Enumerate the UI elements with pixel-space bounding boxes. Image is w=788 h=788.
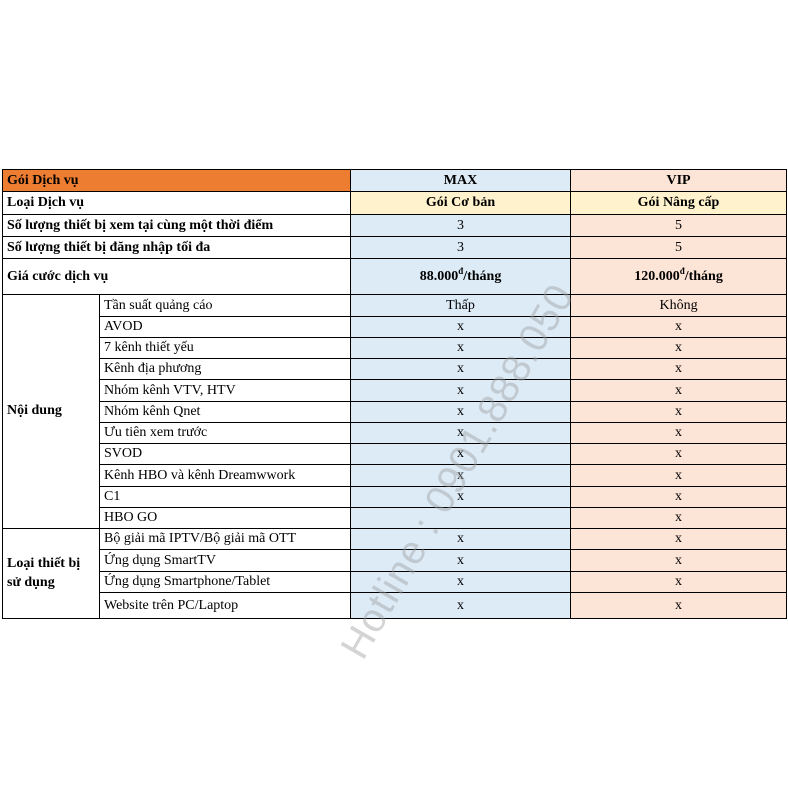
vip-cell: x (570, 401, 788, 423)
max-cell: x (350, 443, 572, 465)
row-label: AVOD (98, 316, 352, 338)
max-cell: x (350, 486, 572, 508)
vip-cell: x (570, 379, 788, 402)
login-row: Số lượng thiết bị đăng nhập tối đa 3 5 (1, 236, 788, 259)
table-row: AVOD x x (3, 316, 788, 338)
table-row: Nhóm kênh VTV, HTV x x (3, 379, 788, 402)
row-label: SVOD (98, 443, 352, 465)
max-cell: Thấp (350, 294, 572, 317)
table-row: Ứng dụng SmartTV x x (3, 549, 788, 572)
table-row: SVOD x x (3, 443, 788, 465)
type-label: Loại Dịch vụ (1, 191, 352, 215)
row-label: Website trên PC/Laptop (98, 592, 352, 619)
max-cell: x (350, 571, 572, 593)
row-label: Kênh HBO và kênh Dreamwwork (98, 464, 352, 487)
login-vip: 5 (570, 236, 788, 259)
row-label: Bộ giải mã IPTV/Bộ giải mã OTT (98, 528, 352, 550)
max-cell: x (350, 592, 572, 619)
table-row: 7 kênh thiết yếu x x (3, 337, 788, 359)
vip-cell: x (570, 592, 788, 619)
concurrent-label: Số lượng thiết bị xem tại cùng một thời … (1, 214, 352, 237)
table-row: Nhóm kênh Qnet x x (3, 401, 788, 423)
max-cell: x (350, 528, 572, 550)
type-vip: Gói Nâng cấp (570, 191, 788, 215)
table-row: Website trên PC/Laptop x x (3, 592, 788, 619)
row-label: Kênh địa phương (98, 358, 352, 380)
vip-cell: x (570, 443, 788, 465)
table-row: Nội dung Tần suất quảng cáo Thấp Không (2, 294, 788, 529)
table-row: Ưu tiên xem trước x x (3, 422, 788, 444)
max-cell: x (350, 358, 572, 380)
vip-cell: x (570, 422, 788, 444)
table-row: HBO GO x (3, 507, 788, 529)
login-label: Số lượng thiết bị đăng nhập tối đa (1, 236, 352, 259)
currency-symbol: đ (679, 265, 685, 276)
content-group-label: Nội dung (2, 294, 100, 529)
max-cell: x (350, 337, 572, 359)
concurrent-max: 3 (350, 214, 572, 237)
price-unit: /tháng (463, 268, 502, 284)
price-vip: 120.000đ/tháng (570, 258, 788, 295)
login-max: 3 (350, 236, 572, 259)
price-max: 88.000đ/tháng (350, 258, 572, 295)
vip-cell: x (570, 464, 788, 487)
header-max: MAX (350, 169, 572, 192)
device-label-line2: sử dụng (7, 574, 55, 590)
vip-cell: Không (570, 294, 788, 317)
max-cell (350, 507, 572, 529)
vip-cell: x (570, 507, 788, 529)
row-label: HBO GO (98, 507, 352, 529)
row-label: Tần suất quảng cáo (98, 294, 352, 317)
max-cell: x (350, 549, 572, 572)
table-row: Ứng dụng Smartphone/Tablet x x (3, 571, 788, 593)
device-label-line1: Loại thiết bị (7, 556, 81, 572)
table-row: Kênh HBO và kênh Dreamwwork x x (3, 464, 788, 487)
header-label: Gói Dịch vụ (1, 169, 352, 192)
max-cell: x (350, 379, 572, 402)
table-row: C1 x x (3, 486, 788, 508)
concurrent-vip: 5 (570, 214, 788, 237)
vip-cell: x (570, 337, 788, 359)
row-label: Ưu tiên xem trước (98, 422, 352, 444)
row-label: Ứng dụng Smartphone/Tablet (98, 571, 352, 593)
currency-symbol: đ (458, 265, 464, 276)
vip-cell: x (570, 549, 788, 572)
row-label: Nhóm kênh Qnet (98, 401, 352, 423)
max-cell: x (350, 464, 572, 487)
row-label: Ứng dụng SmartTV (98, 549, 352, 572)
row-label: C1 (98, 486, 352, 508)
max-cell: x (350, 422, 572, 444)
price-row: Giá cước dịch vụ 88.000đ/tháng 120.000đ/… (1, 258, 788, 295)
table-row: Kênh địa phương x x (3, 358, 788, 380)
service-comparison-table: Gói Dịch vụ MAX VIP Loại Dịch vụ Gói Cơ … (1, 169, 788, 619)
type-row: Loại Dịch vụ Gói Cơ bản Gói Nâng cấp (1, 191, 788, 215)
device-group-label: Loại thiết bị sử dụng (2, 528, 100, 619)
price-unit: /tháng (684, 268, 723, 284)
header-vip: VIP (570, 169, 788, 192)
vip-cell: x (570, 528, 788, 550)
vip-cell: x (570, 316, 788, 338)
price-max-amount: 88.000 (419, 268, 459, 284)
row-label: 7 kênh thiết yếu (98, 337, 352, 359)
type-max: Gói Cơ bản (350, 191, 572, 215)
price-vip-amount: 120.000 (634, 268, 680, 284)
max-cell: x (350, 401, 572, 423)
table-row: Loại thiết bị sử dụng Bộ giải mã IPTV/Bộ g… (2, 528, 788, 619)
concurrent-row: Số lượng thiết bị xem tại cùng một thời … (1, 214, 788, 237)
vip-cell: x (570, 486, 788, 508)
price-label: Giá cước dịch vụ (1, 258, 352, 295)
row-label: Nhóm kênh VTV, HTV (98, 379, 352, 402)
header-row: Gói Dịch vụ MAX VIP (1, 169, 788, 192)
vip-cell: x (570, 358, 788, 380)
vip-cell: x (570, 571, 788, 593)
max-cell: x (350, 316, 572, 338)
